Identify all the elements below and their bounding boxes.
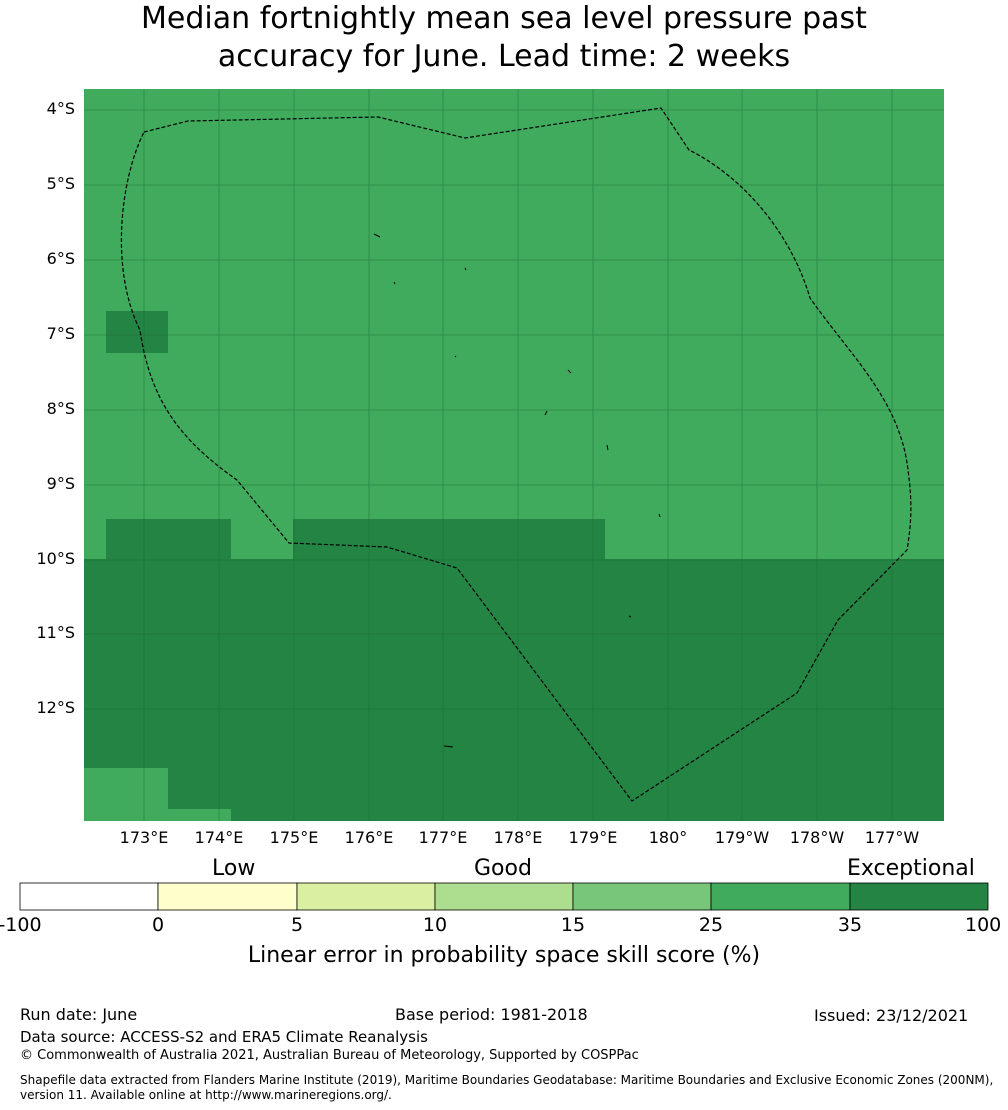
colorbar-tick: 25 (698, 914, 724, 936)
lon-label-177e: 177°E (418, 828, 468, 847)
colorbar-category-good: Good (474, 856, 532, 881)
lon-label-178e: 178°E (493, 828, 543, 847)
lon-label-180: 180° (648, 828, 688, 847)
colorbar-tick: 0 (151, 914, 165, 936)
lat-label-6s: 6°S (46, 249, 75, 268)
graticule (84, 89, 944, 821)
lat-label-12s: 12°S (36, 698, 75, 717)
lat-label-10s: 10°S (36, 549, 75, 568)
colorbar-tick: 100 (965, 914, 1002, 936)
lat-label-8s: 8°S (46, 399, 75, 418)
colorbar-category-exceptional: Exceptional (847, 856, 975, 881)
lon-label-173e: 173°E (119, 828, 169, 847)
colorbar-label: Linear error in probability space skill … (247, 943, 761, 968)
lat-label-7s: 7°S (46, 324, 75, 343)
lon-label-175e: 175°E (269, 828, 319, 847)
colorbar-tick: 35 (837, 914, 863, 936)
colorbar-tick: 15 (560, 914, 586, 936)
lat-label-9s: 9°S (46, 474, 75, 493)
title-line-1: Median fortnightly mean sea level pressu… (141, 1, 867, 36)
shapefile-credit-line-2: version 11. Available online at http://w… (20, 1088, 392, 1102)
run-date: Run date: June (20, 1005, 138, 1024)
lon-label-179w: 179°W (714, 828, 770, 847)
lon-label-177w: 177°W (864, 828, 920, 847)
lon-label-174e: 174°E (194, 828, 244, 847)
colorbar-category-low: Low (212, 856, 256, 881)
skill-region-35-100 (84, 311, 944, 821)
islands (373, 233, 661, 748)
copyright: © Commonwealth of Australia 2021, Austra… (20, 1048, 639, 1063)
lat-label-5s: 5°S (46, 174, 75, 193)
lat-label-11s: 11°S (36, 623, 75, 642)
map-title: Median fortnightly mean sea level pressu… (0, 0, 1008, 76)
eez-boundary (120, 107, 912, 802)
lon-label-178w: 178°W (789, 828, 845, 847)
issued-date: Issued: 23/12/2021 (814, 1006, 969, 1025)
title-line-2: accuracy for June. Lead time: 2 weeks (217, 39, 791, 74)
colorbar (19, 882, 989, 911)
colorbar-tick: -100 (0, 914, 42, 936)
colorbar-tick: 5 (290, 914, 304, 936)
lon-label-179e: 179°E (568, 828, 618, 847)
data-source: Data source: ACCESS-S2 and ERA5 Climate … (20, 1028, 428, 1046)
lon-label-176e: 176°E (344, 828, 394, 847)
colorbar-tick: 10 (422, 914, 448, 936)
lat-label-4s: 4°S (46, 99, 75, 118)
base-period: Base period: 1981-2018 (395, 1005, 588, 1024)
shapefile-credit-line-1: Shapefile data extracted from Flanders M… (20, 1073, 994, 1087)
